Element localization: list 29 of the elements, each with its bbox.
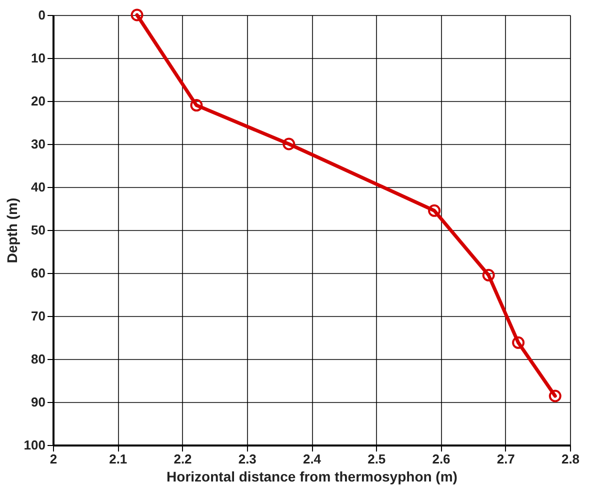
y-tick-label: 70 [31,308,46,324]
x-axis-title: Horizontal distance from thermosyphon (m) [166,468,458,484]
x-tick-label: 2 [50,452,58,466]
x-tick-label: 2.6 [432,452,450,466]
point [190,99,203,112]
y-tick-label: 80 [31,352,46,366]
x-tick-label: 2.3 [238,452,256,466]
x-tick-label: 2.1 [109,452,128,466]
x-tick-label: 2.7 [496,452,515,466]
point [512,336,525,349]
point [482,268,495,282]
point [548,390,562,402]
y-tick-label: 40 [31,180,46,194]
y-tick-label: 60 [31,266,46,280]
y-axis-title: Depth (m) [4,198,20,264]
point [428,204,441,217]
y-tick-label: 100 [24,438,46,452]
y-tick-label: 30 [31,136,46,152]
y-tick-label: 20 [31,94,46,108]
point [130,8,144,22]
y-tick-label: 10 [31,50,46,66]
x-tick-label: 2.5 [368,452,386,466]
y-tick-label: 90 [31,394,46,410]
y-tick-label: 0 [38,8,46,22]
x-tick-label: 2.2 [174,452,192,466]
y-tick-label: 50 [31,222,46,238]
x-tick-label: 2.4 [302,452,322,466]
point [282,138,296,150]
x-tick-label: 2.8 [561,452,580,466]
